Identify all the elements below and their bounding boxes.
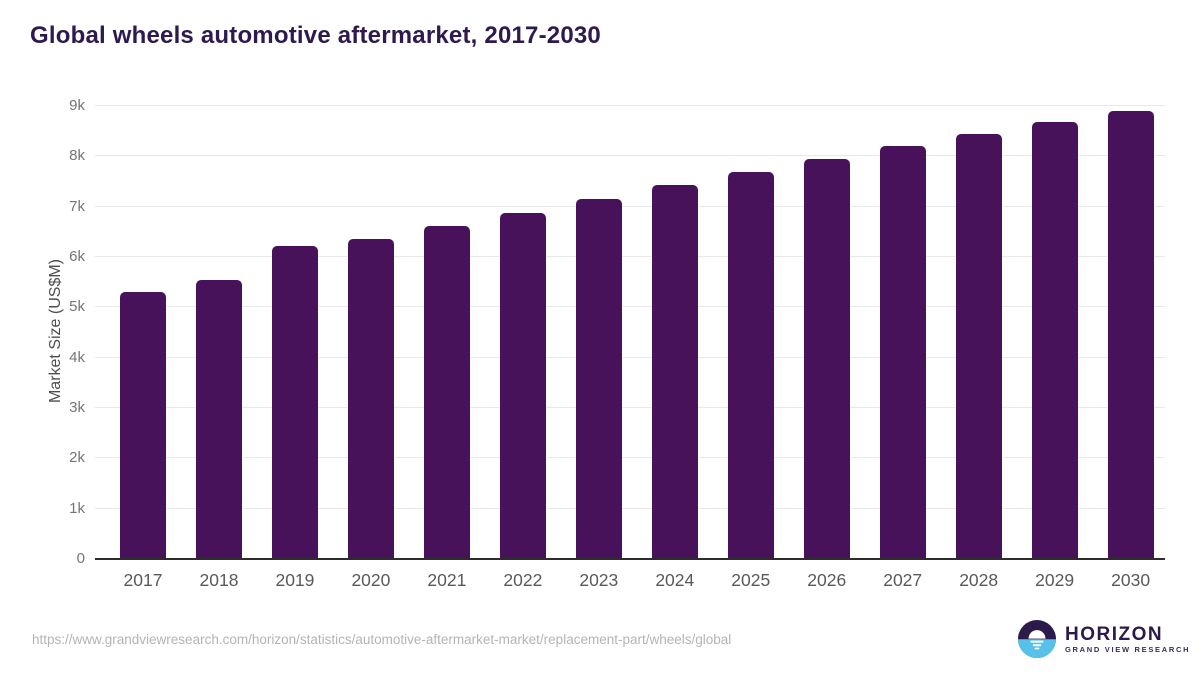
x-tick-2023: 2023 bbox=[579, 570, 619, 590]
x-tick-2026: 2026 bbox=[807, 570, 847, 590]
chart-title: Global wheels automotive aftermarket, 20… bbox=[30, 22, 601, 49]
gridline-6k bbox=[95, 256, 1165, 257]
bar-2018 bbox=[195, 280, 242, 559]
bar-2019 bbox=[271, 245, 318, 559]
y-tick-5k: 5k bbox=[69, 298, 85, 316]
gridline-8k bbox=[95, 155, 1165, 157]
horizon-logo: HORIZON GRAND VIEW RESEARCH bbox=[1018, 620, 1190, 658]
x-tick-2019: 2019 bbox=[275, 570, 315, 590]
y-tick-7k: 7k bbox=[69, 197, 85, 215]
y-tick-2k: 2k bbox=[69, 449, 85, 467]
y-tick-8k: 8k bbox=[69, 147, 85, 165]
x-tick-2024: 2024 bbox=[655, 570, 695, 590]
bar-2021 bbox=[423, 226, 470, 559]
y-tick-3k: 3k bbox=[69, 399, 85, 416]
horizon-sun-icon bbox=[1018, 620, 1056, 658]
x-tick-2022: 2022 bbox=[503, 570, 543, 590]
bar-2022 bbox=[499, 213, 546, 559]
x-tick-2030: 2030 bbox=[1111, 570, 1151, 590]
bar-2017 bbox=[120, 292, 166, 559]
x-tick-2017: 2017 bbox=[123, 570, 163, 590]
logo-text: HORIZON GRAND VIEW RESEARCH bbox=[1065, 623, 1191, 654]
bar-2027 bbox=[879, 146, 926, 559]
x-tick-2027: 2027 bbox=[883, 570, 923, 590]
gridline-3k bbox=[95, 407, 1165, 408]
bar-2020 bbox=[347, 238, 394, 559]
y-tick-0: 0 bbox=[76, 550, 85, 567]
bar-2023 bbox=[575, 199, 622, 559]
y-tick-4k: 4k bbox=[69, 348, 85, 366]
gridline-7k bbox=[95, 205, 1165, 207]
bar-2025 bbox=[727, 171, 774, 559]
bar-2026 bbox=[803, 158, 850, 559]
x-tick-2025: 2025 bbox=[731, 570, 771, 590]
y-tick-9k: 9k bbox=[69, 97, 85, 114]
bar-2029 bbox=[1031, 122, 1078, 559]
logo-subbrand: GRAND VIEW RESEARCH bbox=[1065, 644, 1191, 654]
logo-brand: HORIZON bbox=[1065, 623, 1164, 645]
bar-2030 bbox=[1107, 111, 1154, 559]
bar-2028 bbox=[955, 134, 1002, 559]
y-tick-1k: 1k bbox=[69, 499, 85, 517]
bar-2024 bbox=[651, 185, 698, 559]
gridline-5k bbox=[95, 306, 1165, 308]
gridline-9k bbox=[95, 105, 1165, 106]
x-tick-2021: 2021 bbox=[427, 570, 467, 590]
x-tick-2029: 2029 bbox=[1035, 570, 1075, 590]
y-tick-6k: 6k bbox=[69, 248, 85, 265]
x-axis-line bbox=[95, 558, 1165, 560]
gridline-4k bbox=[95, 356, 1165, 358]
gridline-2k bbox=[95, 457, 1165, 459]
x-tick-2018: 2018 bbox=[199, 570, 239, 590]
source-url: https://www.grandviewresearch.com/horizo… bbox=[32, 632, 732, 647]
x-tick-2020: 2020 bbox=[351, 570, 391, 590]
x-tick-2028: 2028 bbox=[959, 570, 999, 590]
gridline-1k bbox=[95, 507, 1165, 509]
bar-chart-plot-area bbox=[95, 105, 1165, 560]
